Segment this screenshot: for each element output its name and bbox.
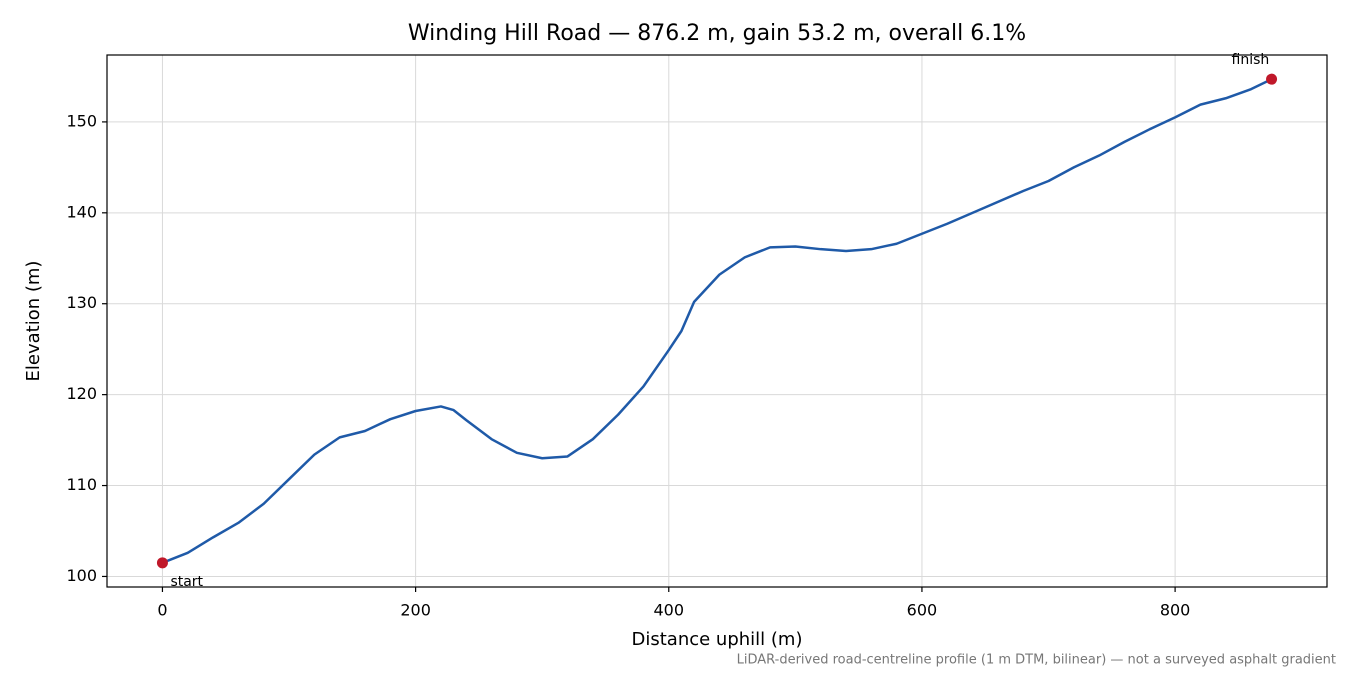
y-tick-label: 110: [66, 475, 97, 494]
y-tick-label: 140: [66, 202, 97, 221]
endpoint-label: start: [170, 574, 203, 590]
y-tick-label: 120: [66, 384, 97, 403]
y-tick-label: 150: [66, 111, 97, 130]
x-axis-label: Distance uphill (m): [632, 629, 803, 650]
footnote: LiDAR-derived road-centreline profile (1…: [737, 653, 1336, 668]
x-tick-label: 800: [1160, 601, 1191, 620]
elevation-line: [161, 78, 1273, 564]
plot-frame: [106, 54, 1328, 588]
x-tick-label: 600: [907, 601, 938, 620]
x-tick-label: 200: [400, 601, 431, 620]
x-tick-label: 0: [157, 601, 167, 620]
y-tick-label: 130: [66, 293, 97, 312]
chart-title: Winding Hill Road — 876.2 m, gain 53.2 m…: [408, 21, 1026, 46]
x-tick-label: 400: [653, 601, 684, 620]
endpoint-marker: [156, 557, 168, 569]
y-tick-label: 100: [66, 566, 97, 585]
endpoint-label: finish: [1232, 52, 1270, 68]
y-axis-label: Elevation (m): [23, 261, 44, 382]
endpoint-marker: [1266, 73, 1278, 85]
